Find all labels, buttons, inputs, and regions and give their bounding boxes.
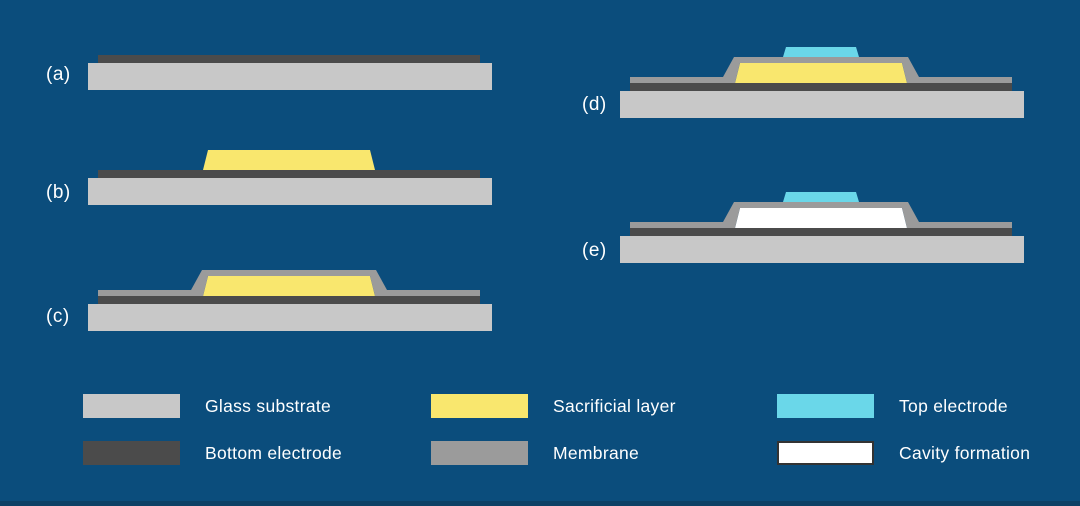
figure-bottom-edge bbox=[0, 501, 1080, 506]
top-electrode-shape bbox=[783, 47, 859, 57]
membrane-layer-shape bbox=[98, 270, 480, 296]
sacrificial-layer-shape bbox=[203, 150, 375, 170]
legend-label: Membrane bbox=[553, 442, 640, 463]
membrane-layer-shape bbox=[630, 57, 1012, 83]
panel-d bbox=[620, 43, 1024, 118]
panel-label-c: (c) bbox=[46, 306, 70, 327]
sacrificial-layer-shape bbox=[203, 276, 375, 296]
panel-b bbox=[88, 130, 492, 205]
cavity-formation-shape bbox=[735, 208, 907, 228]
glass-substrate-layer bbox=[620, 91, 1024, 118]
cavity-formation-swatch bbox=[777, 441, 874, 465]
panel-e bbox=[620, 188, 1024, 263]
bottom-electrode-layer bbox=[98, 296, 480, 304]
legend-label: Bottom electrode bbox=[205, 442, 343, 463]
legend-label: Top electrode bbox=[899, 395, 1008, 416]
legend-item-glass-substrate: Glass substrate bbox=[83, 394, 331, 418]
legend-item-sacrificial-layer: Sacrificial layer bbox=[431, 394, 676, 418]
glass-substrate-layer bbox=[88, 304, 492, 331]
sacrificial-layer-swatch bbox=[431, 394, 528, 418]
membrane-layer-shape bbox=[630, 202, 1012, 228]
bottom-electrode-layer bbox=[98, 170, 480, 178]
glass-substrate-layer bbox=[88, 63, 492, 90]
legend-item-cavity-formation: Cavity formation bbox=[777, 441, 1030, 465]
legend-label: Cavity formation bbox=[899, 442, 1031, 463]
bottom-electrode-layer bbox=[98, 55, 480, 63]
top-electrode-swatch bbox=[777, 394, 874, 418]
panel-c bbox=[88, 256, 492, 331]
bottom-electrode-swatch bbox=[83, 441, 180, 465]
legend-label: Sacrificial layer bbox=[553, 395, 676, 416]
sacrificial-layer-shape bbox=[735, 63, 907, 83]
panel-label-b: (b) bbox=[46, 182, 71, 203]
legend-item-bottom-electrode: Bottom electrode bbox=[83, 441, 342, 465]
glass-substrate-layer bbox=[620, 236, 1024, 263]
legend-label: Glass substrate bbox=[205, 395, 332, 416]
glass-substrate-layer bbox=[88, 178, 492, 205]
top-electrode-shape bbox=[783, 192, 859, 202]
panel-label-d: (d) bbox=[582, 94, 607, 115]
glass-substrate-swatch bbox=[83, 394, 180, 418]
legend-item-top-electrode: Top electrode bbox=[777, 394, 1008, 418]
legend-item-membrane: Membrane bbox=[431, 441, 639, 465]
panel-label-e: (e) bbox=[582, 240, 607, 261]
bottom-electrode-layer bbox=[630, 228, 1012, 236]
panel-a bbox=[88, 15, 492, 90]
bottom-electrode-layer bbox=[630, 83, 1012, 91]
panel-label-a: (a) bbox=[46, 64, 71, 85]
membrane-swatch bbox=[431, 441, 528, 465]
